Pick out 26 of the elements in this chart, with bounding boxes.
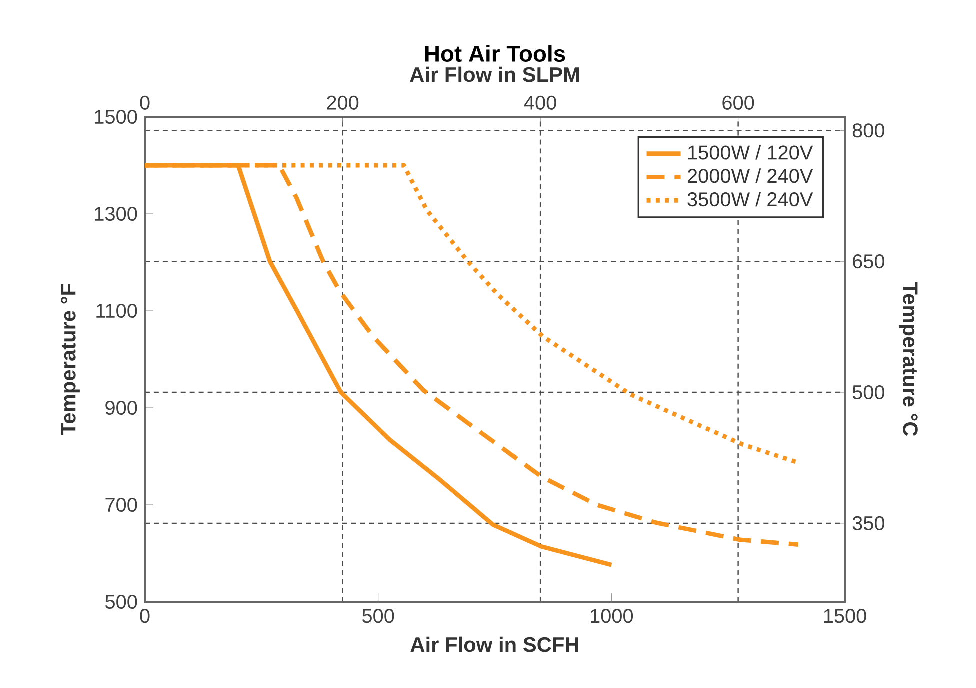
y-tick-label: 900 — [106, 400, 138, 416]
x-tick-label: 0 — [140, 609, 150, 624]
y2-axis-title: Temperature °C — [898, 282, 918, 436]
y-tick-label: 1500 — [95, 110, 138, 124]
x2-axis-title: Air Flow in SLPM — [410, 66, 580, 82]
y-tick-label: 700 — [106, 498, 138, 512]
y-axis-title: Temperature °F — [61, 284, 80, 436]
x-tick-label: 1000 — [591, 609, 634, 624]
x-tick-label: 500 — [362, 609, 394, 624]
y-tick-label: 500 — [106, 594, 138, 610]
x-tick-label: 1500 — [824, 609, 866, 624]
chart-title: Hot Air Tools — [425, 45, 566, 62]
y-tick-label: 1100 — [96, 304, 138, 318]
y2-tick-label: 500 — [852, 385, 885, 400]
y2-tick-label: 650 — [853, 254, 885, 269]
legend-label: 3500W / 240V — [688, 192, 814, 207]
x2-tick-label: 0 — [140, 96, 150, 110]
x-axis-title: Air Flow in SCFH — [410, 636, 578, 652]
x2-tick-label: 400 — [524, 96, 556, 110]
x2-tick-label: 200 — [327, 96, 359, 110]
y2-tick-label: 800 — [852, 124, 885, 138]
y-tick-label: 1300 — [95, 206, 138, 222]
legend-label: 2000W / 240V — [688, 168, 814, 184]
y2-tick-label: 350 — [852, 516, 885, 530]
legend-label: 1500W / 120V — [688, 145, 814, 160]
x2-tick-label: 600 — [722, 96, 754, 110]
